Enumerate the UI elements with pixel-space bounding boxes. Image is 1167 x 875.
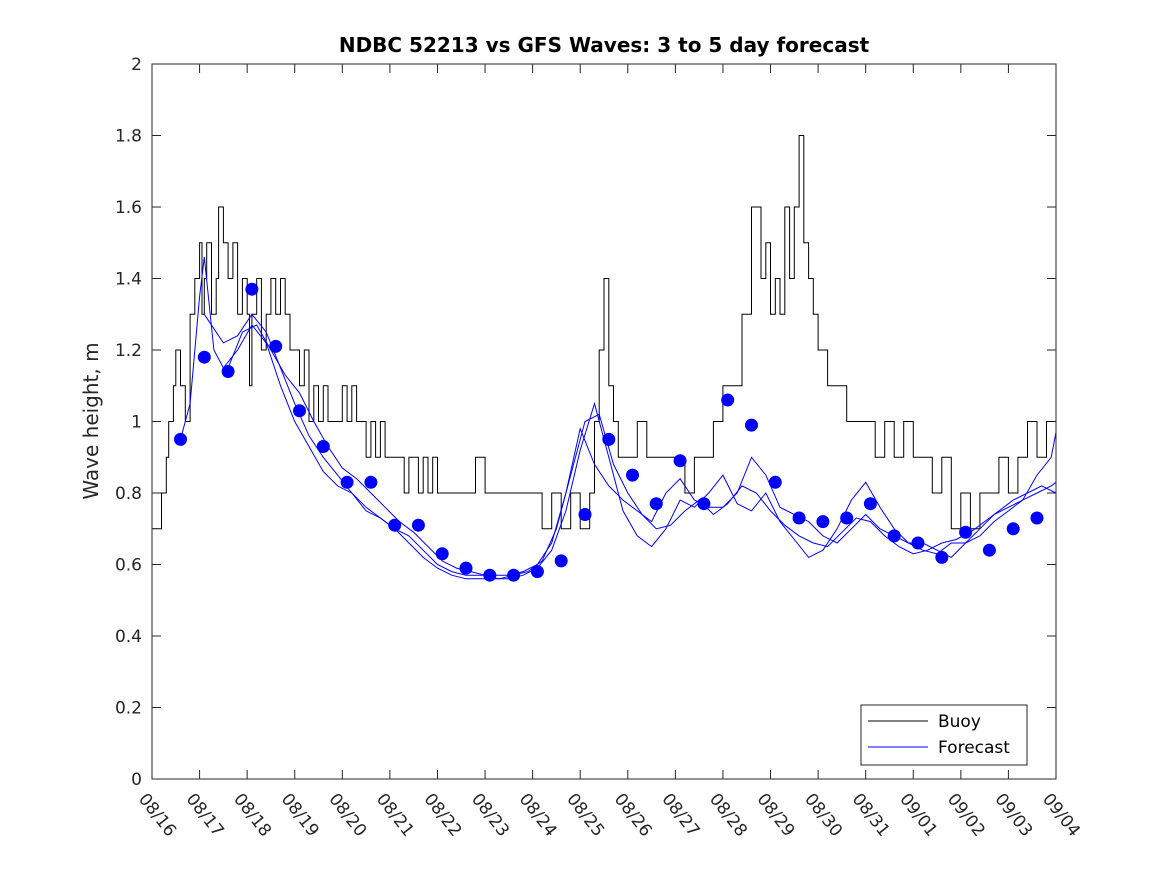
y-tick-label: 1.4 [115, 270, 142, 290]
plot-frame [151, 63, 1057, 780]
forecast-marker [554, 554, 568, 568]
forecast-marker [174, 432, 187, 446]
y-axis-label: Wave height, m [79, 342, 103, 499]
forecast-marker [697, 497, 711, 511]
forecast-marker [982, 543, 996, 557]
forecast-marker [602, 432, 616, 446]
forecast-marker [578, 508, 592, 521]
forecast-marker [293, 404, 306, 418]
y-tick-label: 0.2 [115, 699, 142, 719]
forecast-marker [364, 475, 378, 489]
legend-box [860, 704, 1028, 766]
forecast-marker [1030, 511, 1044, 525]
forecast-marker [411, 518, 425, 532]
y-tick-label: 1 [131, 413, 142, 433]
forecast-marker [245, 282, 259, 296]
y-tick-label: 1.2 [115, 341, 142, 361]
marker-layer [174, 282, 1044, 582]
forecast-series-line [227, 324, 1057, 580]
forecast-marker [745, 418, 758, 432]
legend: Buoy Forecast [860, 704, 1028, 766]
forecast-marker [1006, 522, 1020, 536]
forecast-marker [459, 561, 473, 575]
y-tick-label: 1.6 [115, 198, 142, 218]
plot-area [152, 64, 1056, 779]
y-tick-label: 2 [131, 55, 142, 75]
forecast-marker [840, 511, 854, 525]
y-tick-labels: 0 0.2 0.4 0.6 0.8 1 1.2 1.4 1.6 1.8 2 [115, 55, 142, 790]
forecast-marker [197, 350, 211, 364]
y-tick-label: 1.8 [115, 127, 142, 147]
forecast-marker [435, 547, 449, 561]
forecast-marker [792, 511, 806, 525]
legend-forecast-label: Forecast [938, 738, 1010, 758]
legend-buoy-label: Buoy [938, 712, 981, 732]
forecast-marker [935, 550, 949, 564]
forecast-marker [911, 536, 925, 550]
forecast-marker [316, 440, 330, 453]
y-tick-label: 0.4 [115, 627, 142, 647]
forecast-marker [388, 518, 402, 532]
chart-title: NDBC 52213 vs GFS Waves: 3 to 5 day fore… [339, 33, 870, 57]
forecast-marker [626, 468, 639, 482]
forecast-marker [269, 339, 283, 353]
y-tick-label: 0 [131, 770, 142, 790]
buoy-series-line [152, 135, 1057, 530]
y-tick-label: 0.6 [115, 556, 142, 576]
forecast-marker [340, 475, 354, 489]
forecast-marker [483, 568, 497, 582]
forecast-marker [863, 497, 877, 511]
forecast-marker [673, 454, 687, 468]
forecast-marker [816, 515, 830, 529]
forecast-marker [649, 497, 663, 511]
forecast-marker [959, 525, 973, 539]
y-tick-label: 0.8 [115, 484, 142, 504]
forecast-marker [221, 365, 235, 378]
forecast-marker [887, 529, 901, 543]
forecast-marker [721, 393, 735, 407]
forecast-marker [507, 568, 521, 582]
forecast-marker [768, 475, 782, 489]
forecast-marker [530, 565, 544, 579]
axis-ticks [151, 63, 1057, 780]
